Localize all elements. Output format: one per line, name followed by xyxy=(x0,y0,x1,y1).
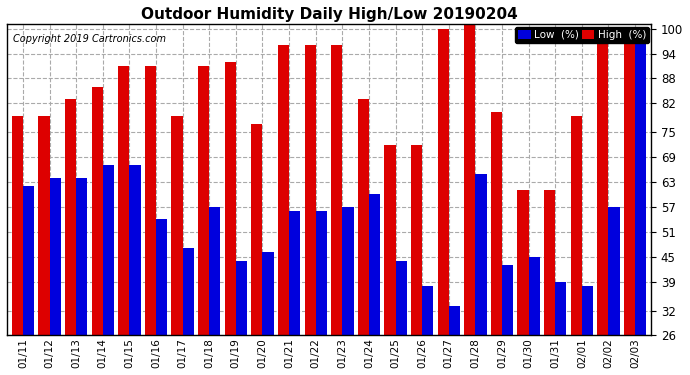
Bar xyxy=(544,190,555,335)
Bar xyxy=(65,99,76,335)
Bar xyxy=(437,28,448,335)
Bar xyxy=(475,174,486,335)
Bar xyxy=(582,286,593,335)
Bar xyxy=(118,66,130,335)
Bar xyxy=(331,45,342,335)
Bar xyxy=(518,190,529,335)
Bar xyxy=(236,261,247,335)
Bar xyxy=(183,248,194,335)
Bar xyxy=(635,33,647,335)
Bar xyxy=(262,252,274,335)
Bar xyxy=(171,116,183,335)
Bar xyxy=(156,219,167,335)
Bar xyxy=(23,186,34,335)
Bar xyxy=(198,66,209,335)
Bar xyxy=(130,165,141,335)
Bar xyxy=(357,99,369,335)
Bar xyxy=(316,211,327,335)
Bar xyxy=(624,28,635,335)
Bar xyxy=(411,145,422,335)
Bar xyxy=(103,165,114,335)
Bar xyxy=(225,62,236,335)
Bar xyxy=(571,116,582,335)
Bar xyxy=(278,45,289,335)
Bar xyxy=(304,45,316,335)
Bar xyxy=(50,178,61,335)
Title: Outdoor Humidity Daily High/Low 20190204: Outdoor Humidity Daily High/Low 20190204 xyxy=(141,7,518,22)
Bar xyxy=(555,282,566,335)
Bar xyxy=(491,111,502,335)
Bar xyxy=(76,178,88,335)
Bar xyxy=(464,24,475,335)
Bar xyxy=(12,116,23,335)
Bar xyxy=(395,261,406,335)
Bar xyxy=(289,211,300,335)
Bar xyxy=(598,37,609,335)
Bar xyxy=(209,207,220,335)
Bar xyxy=(609,207,620,335)
Bar xyxy=(369,195,380,335)
Bar xyxy=(384,145,395,335)
Bar xyxy=(342,207,353,335)
Bar xyxy=(145,66,156,335)
Bar xyxy=(502,265,513,335)
Bar xyxy=(251,124,262,335)
Bar xyxy=(422,286,433,335)
Bar xyxy=(448,306,460,335)
Bar xyxy=(39,116,50,335)
Bar xyxy=(92,87,103,335)
Text: Copyright 2019 Cartronics.com: Copyright 2019 Cartronics.com xyxy=(13,34,166,44)
Legend: Low  (%), High  (%): Low (%), High (%) xyxy=(515,27,649,43)
Bar xyxy=(529,256,540,335)
